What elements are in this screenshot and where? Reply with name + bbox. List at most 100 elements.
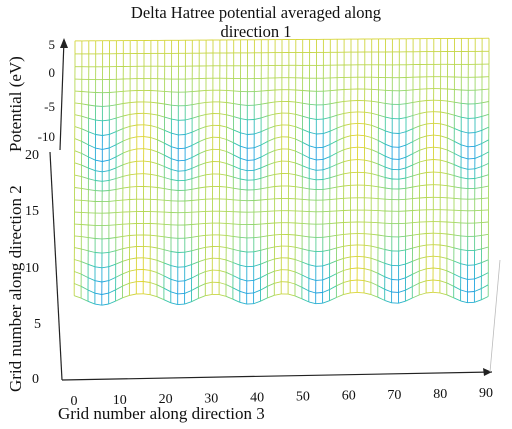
mesh-line-x [378,101,386,104]
mesh-line-x [398,167,406,171]
mesh-line-x [322,235,330,238]
mesh-line-x [267,137,275,142]
mesh-line-x [109,117,117,121]
mesh-line-x [405,247,413,251]
mesh-line-x [288,234,296,236]
mesh-line-x [329,186,337,189]
mesh-line-x [74,150,82,154]
mesh-line-x [364,100,372,102]
mesh-line-x [336,270,344,275]
mesh-line-x [87,300,96,305]
mesh-line-x [191,164,199,169]
mesh-line-x [88,156,96,161]
mesh-line-x [253,177,262,181]
mesh-line-x [378,198,386,200]
mesh-line-x [323,116,331,120]
mesh-line-x [302,165,310,169]
mesh-line-x [267,125,276,130]
mesh-line-x [150,113,158,116]
mesh-line-x [226,139,234,144]
mesh-line-x [357,267,365,270]
mesh-line-x [288,124,296,128]
mesh-line-x [419,256,427,260]
mesh-line-x [447,88,455,90]
mesh-line-x [322,187,330,190]
mesh-line-x [364,184,372,187]
mesh-line-x [481,174,489,178]
mesh-line-x [309,188,317,191]
mesh-line-x [294,271,303,276]
mesh-line-x [454,89,462,91]
mesh-line-x [343,268,351,271]
mesh-line-x [232,275,241,280]
mesh-line-x [108,263,116,268]
mesh-line-x [453,197,461,200]
mesh-line-x [157,90,165,92]
mesh-line-x [288,257,296,260]
mesh-line-x [453,285,461,291]
mesh-line-x [322,144,331,148]
mesh-line-x [302,90,310,92]
mesh-line-x [170,265,178,268]
mesh-line-x [123,102,131,104]
mesh-line-x [253,300,261,305]
mesh-line-x [109,188,117,191]
mesh-line-x [81,248,89,252]
mesh-line-x [240,157,248,161]
mesh-line-x [205,148,213,152]
mesh-line-x [95,159,103,162]
mesh-line-x [350,279,358,282]
mesh-line-x [474,222,482,224]
mesh-line-x [184,236,192,239]
mesh-line-x [101,251,109,254]
mesh-line-x [336,137,344,142]
y-tick-label: 5 [34,317,41,332]
mesh-line-x [177,280,185,282]
mesh-line-x [295,174,303,178]
y-axis-title: Grid number along direction 2 [6,185,25,392]
mesh-line-x [156,296,165,301]
mesh-line-x [371,137,379,141]
mesh-line-x [371,112,379,116]
mesh-line-x [218,294,227,297]
mesh-line-x [377,234,385,237]
mesh-line-x [205,173,213,176]
y-tick-label: 0 [32,372,39,387]
mesh-line-x [363,292,372,295]
mesh-line-x [74,271,82,275]
mesh-line-x [315,279,323,281]
x-tick-label: 80 [433,387,447,402]
mesh-line-x [123,90,131,92]
mesh-line-x [129,160,137,163]
mesh-line-x [150,137,158,141]
mesh-line-x [81,140,89,146]
x-tick-label: 60 [342,389,356,404]
mesh-line-x [122,294,130,299]
mesh-line-x [302,102,310,105]
mesh-line-x [108,167,117,172]
mesh-line-x [240,145,248,149]
mesh-line-x [225,295,234,300]
mesh-line-x [240,178,248,181]
mesh-line-x [156,272,165,277]
mesh-line-x [370,269,379,274]
mesh-line-x [260,187,268,190]
mesh-line-x [316,146,324,149]
mesh-line-x [198,271,206,275]
mesh-line-x [453,164,462,169]
mesh-line-x [433,159,441,161]
frame-edge [489,259,501,373]
mesh-line-x [226,162,234,167]
z-axis-title: Potential (eV) [6,56,25,152]
mesh-line-x [150,246,158,249]
mesh-line-x [267,198,275,200]
mesh-line-x [261,90,269,92]
mesh-line-x [460,249,468,252]
mesh-line-x [398,156,407,160]
mesh-line-x [191,274,199,279]
x-tick-label: 70 [387,388,401,403]
mesh-line-x [191,261,199,266]
mesh-line-x [377,272,386,278]
mesh-line-x [399,103,407,105]
